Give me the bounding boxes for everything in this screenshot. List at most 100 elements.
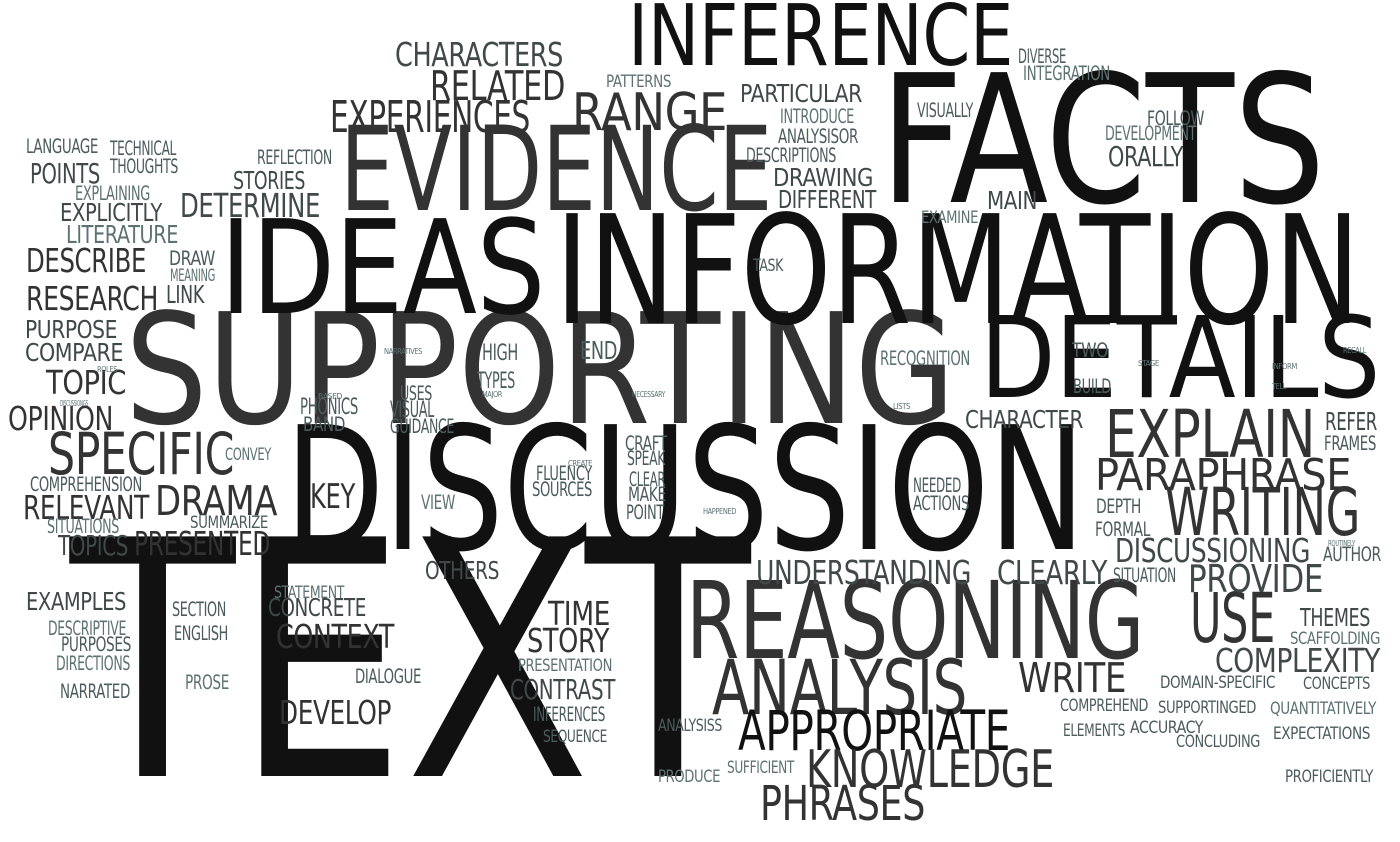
word-stories: STORIES [233,166,305,196]
word-sources: SOURCES [532,478,592,502]
word-directions: DIRECTIONS [56,652,130,676]
word-reasoning: REASONING [686,560,1144,685]
word-write: WRITE [1018,653,1126,702]
word-purposes: PURPOSES [61,633,131,657]
word-analysis: ANALYSIS [712,643,967,732]
word-understanding: UNDERSTANDING [756,553,971,593]
word-end: END [580,336,617,366]
word-situations: SITUATIONS [47,515,119,539]
word-accuracy: ACCURACY [1130,717,1203,737]
word-different: DIFFERENT [778,185,876,215]
word-integration: INTEGRATION [1023,62,1110,86]
word-proficiently: PROFICIENTLY [1285,766,1373,786]
word-knowledge: KNOWLEDGE [806,740,1054,801]
word-routinely: ROUTINELY [1328,537,1355,548]
word-particular: PARTICULAR [740,79,862,109]
word-presented: PRESENTED [134,524,270,564]
word-necessary: NECESSARY [632,388,665,399]
word-writing: WRITING [1165,474,1360,552]
word-topics: TOPICS [58,530,128,562]
word-descriptive: DESCRIPTIVE [48,617,126,641]
word-discussion: DISCUSSION [285,390,1085,590]
word-major: MAJOR [482,388,502,399]
word-author: AUTHOR [1323,543,1381,567]
word-visual: VISUAL [390,397,434,423]
word-topic: TOPIC [46,363,126,403]
word-build: BUILD [1073,375,1111,399]
word-clear: CLEAR [629,468,665,492]
word-develop: DEVELOP [279,693,391,733]
word-descriptions: DESCRIPTIONS [746,144,836,168]
word-time: TIME [548,594,610,634]
word-language: LANGUAGE [26,135,98,159]
word-evidence: EVIDENCE [340,102,772,238]
word-fluency: FLUENCY [536,462,592,486]
word-narratives: NARRATIVES [384,345,422,356]
word-tell: TELL [1272,380,1286,391]
word-explaining: EXPLAINING [75,182,150,206]
word-visually: VISUALLY [917,99,973,123]
word-phonics: PHONICS [300,394,358,420]
word-technical: TECHNICAL [110,137,176,161]
word-story: STORY [527,621,609,661]
word-characters: CHARACTERS [395,35,563,75]
word-recognition: RECOGNITION [880,347,970,371]
word-point: POINT [626,501,664,525]
word-analysisor: ANALYSISOR [778,125,858,149]
word-stage: STAGE [1138,357,1159,368]
word-appropriate: APPROPRIATE [738,698,1010,763]
word-provide: PROVIDE [1188,557,1323,603]
word-experiences: EXPERIENCES [330,91,530,143]
word-concepts: CONCEPTS [1303,673,1370,693]
word-inference: INFERENCE [628,0,1013,87]
word-orally: ORALLY [1108,141,1183,173]
word-contrast: CONTRAST [510,674,615,706]
word-character: CHARACTER [965,405,1083,435]
word-roles: ROLES [97,363,117,374]
word-expectations: EXPECTATIONS [1273,723,1370,743]
word-domain-specific: DOMAIN-SPECIFIC [1160,672,1275,692]
word-sufficient: SUFFICIENT [727,757,794,777]
word-comprehension: COMPREHENSION [30,473,142,497]
word-drama: DRAMA [155,476,277,525]
word-complexity: COMPLEXITY [1215,641,1380,681]
word-key: KEY [310,476,355,517]
word-discussiongs: DISCUSSIONGS [60,397,88,408]
word-purpose: PURPOSE [25,315,117,345]
word-determine: DETERMINE [180,186,320,226]
word-make: MAKE [628,483,666,507]
word-convey: CONVEY [225,444,271,464]
word-drawing: DRAWING [773,163,873,193]
word-concrete: CONCRETE [268,593,366,623]
word-sequence: SEQUENCE [543,726,607,746]
word-supporting: SUPPORTING [125,282,955,461]
word-text: TEXT [70,471,750,842]
word-research: RESEARCH [26,279,158,319]
word-examine: EXAMINE [921,207,978,227]
word-inferences: INFERENCES [533,703,605,727]
word-reflection: REFLECTION [257,146,332,170]
word-section: SECTION [172,598,226,622]
word-happened: HAPPENED [703,505,736,516]
word-concluding: CONCLUDING [1176,731,1260,751]
word-view: VIEW [421,491,455,515]
word-link: LINK [166,280,204,310]
word-ideas: IDEAS [220,191,545,344]
word-facts: FACTS [880,36,1325,244]
word-craft: CRAFT [625,432,667,456]
word-explicitly: EXPLICITLY [60,198,162,228]
word-lists: LISTS [893,400,910,411]
word-dialogue: DIALOGUE [355,665,421,689]
word-related: RELATED [430,61,565,110]
word-opinion: OPINION [8,399,113,439]
word-phrases: PHRASES [760,776,925,832]
word-main: MAIN [987,186,1037,216]
word-create: CREATE [568,457,592,468]
word-task: TASK [753,255,783,275]
word-specific: SPECIFIC [48,421,234,489]
word-describe: DESCRIBE [26,241,146,281]
word-statement: STATEMENT [274,582,344,602]
word-range: RANGE [572,83,727,144]
word-examples: EXAMPLES [26,587,126,617]
